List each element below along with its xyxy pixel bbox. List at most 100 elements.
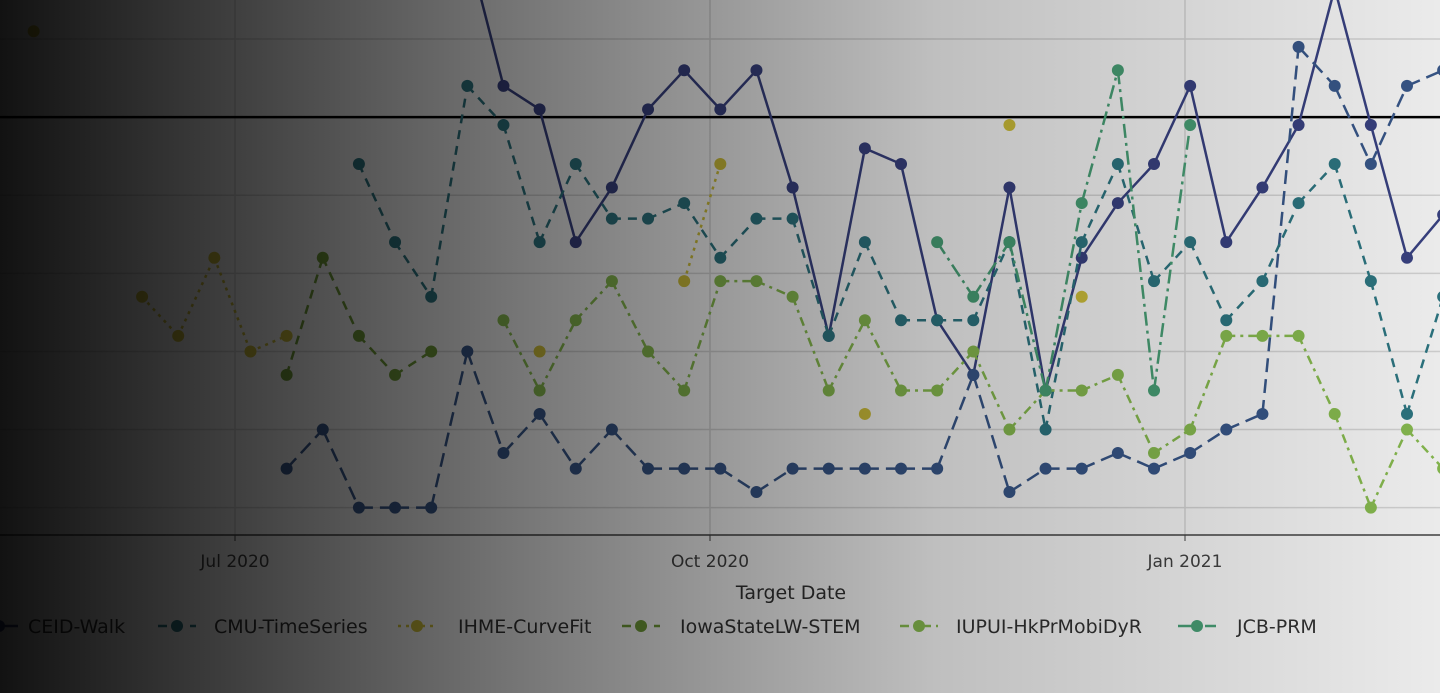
data-point [895, 158, 908, 171]
data-point [786, 462, 799, 475]
data-point [967, 314, 980, 327]
legend-item-cmu-timeseries[interactable]: CMU-TimeSeries [158, 616, 368, 638]
data-point [1003, 181, 1016, 194]
data-point [1111, 197, 1124, 210]
series-line-segment [791, 187, 830, 337]
series-line-segment [1297, 0, 1333, 126]
data-point [1220, 236, 1233, 249]
series-line-segment [1008, 389, 1047, 431]
series-line-segment [1333, 163, 1373, 282]
data-point [1075, 236, 1088, 249]
data-point [1292, 40, 1305, 53]
legend-marker-icon [411, 620, 423, 632]
series-line-segment [972, 187, 1011, 376]
data-point [425, 345, 438, 358]
series-line-segment [755, 69, 794, 188]
series-line-segment [1406, 216, 1440, 259]
data-point [461, 345, 474, 358]
legend-marker-icon [913, 620, 925, 632]
legend-item-ceid-walk[interactable]: CEID-Walk [0, 616, 125, 638]
data-point [931, 314, 944, 327]
series-line-segment [1369, 429, 1409, 509]
legend-item-ihme-curvefit[interactable]: IHME-CurveFit [398, 616, 591, 638]
series-ihme-curvefit [27, 25, 1088, 420]
series-line-segment [1297, 335, 1336, 415]
data-point [1039, 423, 1052, 436]
data-point [280, 462, 293, 475]
x-axis-title: Target Date [735, 582, 846, 604]
series-line-segment [791, 218, 830, 337]
data-point [316, 423, 329, 436]
series-line-segment [538, 413, 577, 470]
series-line-segment [357, 163, 397, 243]
data-point [1401, 251, 1414, 264]
data-point [1148, 462, 1161, 475]
data-point [678, 64, 691, 77]
data-point [1220, 314, 1233, 327]
data-point [461, 79, 474, 92]
data-point [1111, 368, 1124, 381]
data-point [1292, 118, 1305, 131]
data-point [750, 275, 763, 288]
x-axis: Jul 2020 Oct 2020 Jan 2021 [0, 534, 1440, 572]
data-point [1364, 275, 1377, 288]
series-line-segment [574, 428, 613, 470]
data-point [569, 236, 582, 249]
data-point [1148, 384, 1161, 397]
x-tick-label: Jan 2021 [1147, 552, 1223, 572]
series-line-segment [682, 163, 722, 282]
series-line-segment [321, 429, 361, 509]
data-point [352, 501, 365, 514]
legend-item-iupui-hkprmobidyr[interactable]: IUPUI-HkPrMobiDyR [900, 616, 1142, 638]
legend-label: CMU-TimeSeries [214, 616, 368, 638]
series-line-segment [1261, 46, 1300, 415]
series-line-segment [1188, 85, 1228, 243]
series-line-segment [502, 84, 541, 111]
data-point [27, 25, 40, 38]
series-line-segment [1405, 302, 1440, 415]
legend-item-iowastatelw-stem[interactable]: IowaStateLW-STEM [622, 616, 860, 638]
data-point [1003, 423, 1016, 436]
data-point [822, 462, 835, 475]
data-point [858, 236, 871, 249]
series-line-segment [1333, 413, 1373, 509]
series-line-segment [141, 295, 180, 337]
data-point [136, 290, 149, 303]
data-point [1364, 118, 1377, 131]
data-point [967, 345, 980, 358]
series-line-segment [972, 241, 1011, 298]
data-point [569, 462, 582, 475]
series-line-segment [480, 0, 505, 87]
data-point [858, 462, 871, 475]
data-point [1401, 79, 1414, 92]
series-line-segment [972, 350, 1011, 431]
series-line-segment [1080, 69, 1120, 204]
series-line-segment [177, 257, 216, 337]
series-line-segment [863, 241, 903, 321]
series-line-segment [1225, 280, 1264, 322]
data-point [750, 486, 763, 499]
data-point [895, 462, 908, 475]
data-point [605, 212, 618, 225]
data-point [678, 275, 691, 288]
series-line-segment [285, 257, 324, 376]
data-point [642, 345, 655, 358]
data-point [352, 329, 365, 342]
data-point [714, 251, 727, 264]
series-line-segment [936, 241, 975, 298]
data-point [1184, 236, 1197, 249]
data-point [208, 251, 221, 264]
data-point [533, 384, 546, 397]
data-point [497, 79, 510, 92]
series-line-segment [1189, 241, 1228, 321]
series-line-segment [1044, 241, 1083, 430]
series-line-segment [719, 467, 758, 494]
data-point [1328, 158, 1341, 171]
legend-item-jcb-prm[interactable]: JCB-PRM [1178, 616, 1317, 638]
series-line-segment [1008, 241, 1047, 430]
data-point [714, 103, 727, 116]
series-line-segment [1369, 280, 1409, 415]
series-line-segment [466, 85, 505, 126]
